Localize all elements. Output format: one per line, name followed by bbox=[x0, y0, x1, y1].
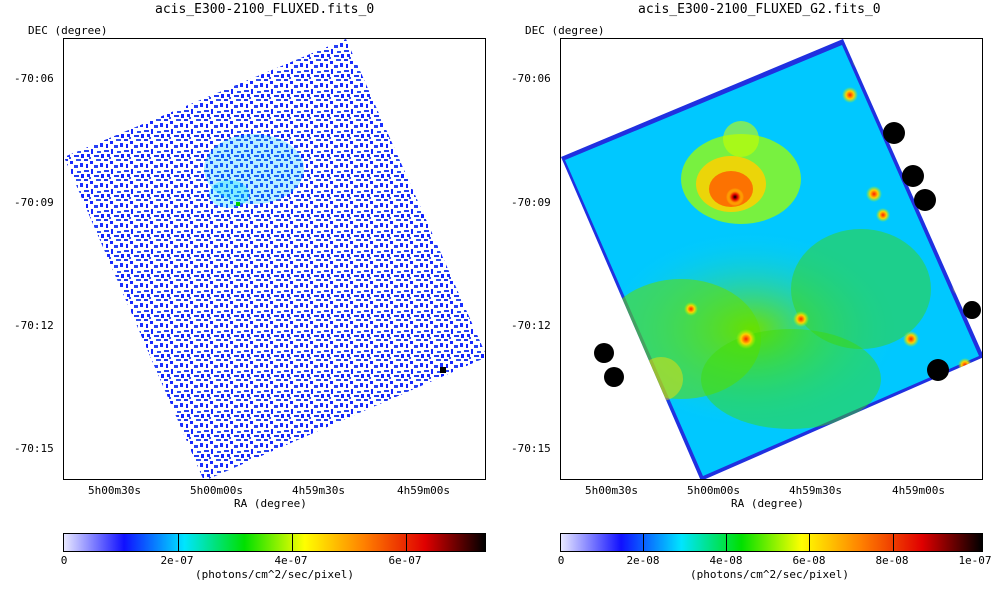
right-colorbar-tick-label: 6e-08 bbox=[792, 554, 826, 567]
left-sky-image[interactable] bbox=[63, 38, 486, 480]
left-dec-tick-label: -70:15 bbox=[14, 442, 54, 455]
right-ra-tick-label: 5h00m30s bbox=[585, 484, 638, 497]
left-colorbar-tick bbox=[178, 534, 179, 552]
right-dec-axis-label: DEC (degree) bbox=[525, 24, 605, 37]
right-image-title: acis_E300-2100_FLUXED_G2.fits_0 bbox=[638, 2, 881, 17]
right-colorbar-tick bbox=[893, 534, 894, 552]
left-colorbar-tick-label: 6e-07 bbox=[388, 554, 422, 567]
right-ra-tick-label: 4h59m00s bbox=[892, 484, 945, 497]
right-ra-tick-label: 5h00m00s bbox=[687, 484, 740, 497]
left-ra-tick-label: 5h00m00s bbox=[190, 484, 243, 497]
right-colorbar-unit-label: (photons/cm^2/sec/pixel) bbox=[690, 568, 849, 581]
left-ra-axis-label: RA (degree) bbox=[234, 497, 307, 510]
right-colorbar-tick bbox=[809, 534, 810, 552]
left-colorbar-tick-label: 0 bbox=[60, 554, 68, 567]
right-ra-axis-label: RA (degree) bbox=[731, 497, 804, 510]
left-dec-tick-label: -70:12 bbox=[14, 319, 54, 332]
left-colorbar-tick-label: 4e-07 bbox=[274, 554, 308, 567]
right-colorbar-tick-label: 1e-07 bbox=[958, 554, 992, 567]
left-dec-axis-label: DEC (degree) bbox=[28, 24, 108, 37]
right-ra-tick-label: 4h59m30s bbox=[789, 484, 842, 497]
left-dec-tick-label: -70:06 bbox=[14, 72, 54, 85]
left-ra-tick-label: 4h59m30s bbox=[292, 484, 345, 497]
right-dec-tick-label: -70:06 bbox=[511, 72, 551, 85]
right-dec-tick-label: -70:09 bbox=[511, 196, 551, 209]
right-colorbar-tick-label: 8e-08 bbox=[875, 554, 909, 567]
left-colorbar-tick bbox=[406, 534, 407, 552]
right-colorbar-tick bbox=[726, 534, 727, 552]
left-ra-tick-label: 4h59m00s bbox=[397, 484, 450, 497]
left-image-title: acis_E300-2100_FLUXED.fits_0 bbox=[155, 2, 375, 17]
left-colorbar-unit-label: (photons/cm^2/sec/pixel) bbox=[195, 568, 354, 581]
left-ra-tick-label: 5h00m30s bbox=[88, 484, 141, 497]
left-colorbar-tick-label: 2e-07 bbox=[160, 554, 194, 567]
right-colorbar-tick-label: 2e-08 bbox=[626, 554, 660, 567]
right-colorbar-tick bbox=[643, 534, 644, 552]
left-dec-tick-label: -70:09 bbox=[14, 196, 54, 209]
right-dec-tick-label: -70:15 bbox=[511, 442, 551, 455]
left-colorbar-tick bbox=[292, 534, 293, 552]
right-colorbar-tick-label: 0 bbox=[557, 554, 565, 567]
right-colorbar-tick-label: 4e-08 bbox=[709, 554, 743, 567]
right-smoothed-sky-image[interactable] bbox=[560, 38, 983, 480]
right-colorbar bbox=[560, 533, 983, 552]
left-colorbar bbox=[63, 533, 486, 552]
right-dec-tick-label: -70:12 bbox=[511, 319, 551, 332]
